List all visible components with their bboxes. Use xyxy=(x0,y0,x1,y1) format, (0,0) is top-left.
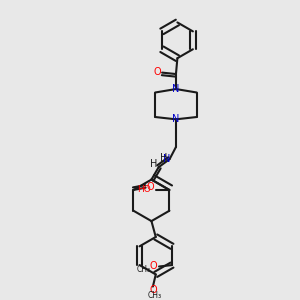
Text: O: O xyxy=(147,182,154,192)
Text: O: O xyxy=(150,285,157,295)
Text: N: N xyxy=(163,154,170,164)
Text: N: N xyxy=(172,84,180,94)
Text: N: N xyxy=(172,114,180,124)
Text: CH₃: CH₃ xyxy=(136,266,150,274)
Text: O: O xyxy=(150,261,157,271)
Text: HO: HO xyxy=(136,185,150,194)
Text: H: H xyxy=(160,153,167,163)
Text: H: H xyxy=(150,159,158,169)
Text: CH₃: CH₃ xyxy=(147,291,161,300)
Text: O: O xyxy=(153,67,161,77)
